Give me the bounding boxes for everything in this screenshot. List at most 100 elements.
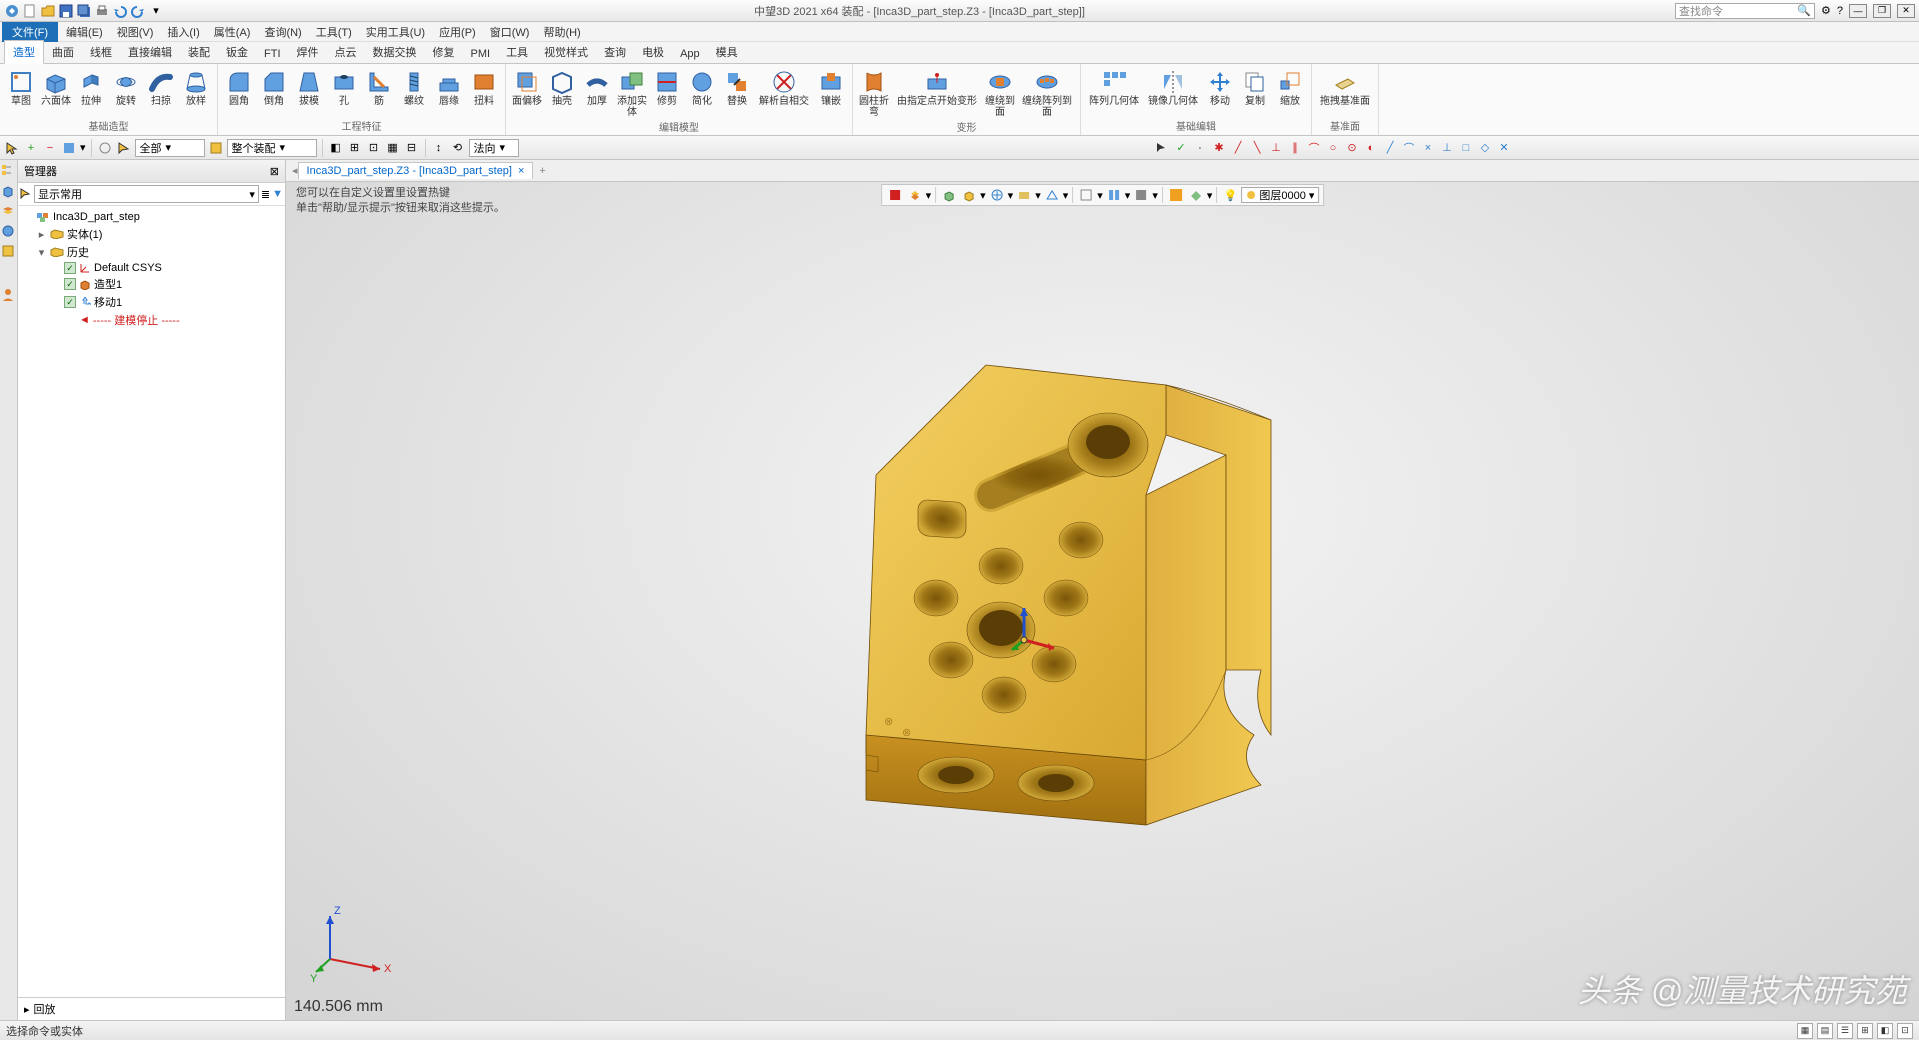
lc-part-icon[interactable]: [1, 184, 17, 200]
save-all-icon[interactable]: [76, 3, 92, 19]
tab-tools2[interactable]: 工具: [498, 41, 536, 63]
btn-inlay[interactable]: 镶嵌: [814, 66, 848, 118]
tab-repair[interactable]: 修复: [425, 41, 463, 63]
btn-draft[interactable]: 拔模: [292, 66, 326, 117]
mgr-cursor-icon[interactable]: [20, 188, 32, 200]
tab-shape[interactable]: 造型: [4, 40, 44, 64]
pick-i2[interactable]: ✓: [1173, 140, 1189, 156]
pick-i8[interactable]: ∥: [1287, 140, 1303, 156]
pick-i14[interactable]: ⌒: [1401, 140, 1417, 156]
menu-tools[interactable]: 工具(T): [310, 22, 358, 42]
add-icon[interactable]: +: [23, 140, 39, 156]
pick-i6[interactable]: ╲: [1249, 140, 1265, 156]
tb-i3[interactable]: ⊡: [366, 140, 382, 156]
vt-i10[interactable]: [1132, 186, 1150, 204]
tree-stop[interactable]: ◄----- 建模停止 -----: [22, 311, 281, 329]
tab-query2[interactable]: 查询: [596, 41, 634, 63]
vt-i2[interactable]: [906, 186, 924, 204]
menu-insert[interactable]: 插入(I): [161, 22, 205, 42]
vt-i9[interactable]: [1105, 186, 1123, 204]
btn-simplify[interactable]: 简化: [685, 66, 719, 118]
sb-i1[interactable]: ▦: [1797, 1023, 1813, 1039]
btn-trim[interactable]: 修剪: [650, 66, 684, 118]
sel-mode-icon[interactable]: [97, 140, 113, 156]
lc-visual-icon[interactable]: [1, 244, 17, 260]
layer-select[interactable]: 图层0000▾: [1241, 187, 1319, 203]
qat-dropdown-icon[interactable]: ▾: [148, 3, 164, 19]
asm-icon[interactable]: [208, 140, 224, 156]
btn-scale[interactable]: 缩放: [1273, 66, 1307, 117]
app-icon[interactable]: [4, 3, 20, 19]
sb-i6[interactable]: ⊡: [1897, 1023, 1913, 1039]
help-icon[interactable]: ?: [1837, 5, 1843, 17]
pick-i7[interactable]: ⊥: [1268, 140, 1284, 156]
tab-wireframe[interactable]: 线框: [82, 41, 120, 63]
pick-i19[interactable]: ✕: [1496, 140, 1512, 156]
menu-edit[interactable]: 编辑(E): [60, 22, 109, 42]
tb-i4[interactable]: ▦: [385, 140, 401, 156]
vt-bulb-icon[interactable]: 💡: [1221, 186, 1239, 204]
document-tab[interactable]: Inca3D_part_step.Z3 - [Inca3D_part_step]…: [298, 162, 534, 179]
btn-offset[interactable]: 面偏移: [510, 66, 544, 118]
pick-i4[interactable]: ✱: [1211, 140, 1227, 156]
btn-stock[interactable]: 扭料: [467, 66, 501, 117]
pick-i13[interactable]: ╱: [1382, 140, 1398, 156]
mgr-list-icon[interactable]: ≣: [261, 188, 270, 201]
vt-i4[interactable]: [960, 186, 978, 204]
maximize-button[interactable]: ❐: [1873, 4, 1891, 18]
manager-pin-icon[interactable]: ⊠: [270, 165, 279, 178]
vt-i8[interactable]: [1077, 186, 1095, 204]
tab-dataex[interactable]: 数据交换: [365, 41, 425, 63]
btn-fillet[interactable]: 圆角: [222, 66, 256, 117]
tb-i2[interactable]: ⊞: [347, 140, 363, 156]
save-icon[interactable]: [58, 3, 74, 19]
tb-i7[interactable]: ⟲: [450, 140, 466, 156]
tb-i5[interactable]: ⊟: [404, 140, 420, 156]
btn-copy[interactable]: 复制: [1238, 66, 1272, 117]
tab-assembly[interactable]: 装配: [180, 41, 218, 63]
dir-select[interactable]: 法向▾: [469, 139, 519, 157]
lc-tree-icon[interactable]: [1, 164, 17, 180]
filter-type-select[interactable]: 全部▾: [135, 139, 205, 157]
pick-i12[interactable]: ◐: [1363, 140, 1379, 156]
tab-add-icon[interactable]: +: [533, 165, 545, 177]
btn-chamfer[interactable]: 倒角: [257, 66, 291, 117]
tab-weld[interactable]: 焊件: [289, 41, 327, 63]
sb-i5[interactable]: ◧: [1877, 1023, 1893, 1039]
btn-wraparray[interactable]: 缠绕阵列到面: [1018, 66, 1076, 118]
tab-fti[interactable]: FTI: [256, 45, 289, 63]
btn-sweep[interactable]: 扫掠: [144, 66, 178, 117]
close-button[interactable]: ✕: [1897, 4, 1915, 18]
manager-footer[interactable]: ▸回放: [18, 997, 285, 1020]
minimize-button[interactable]: —: [1849, 4, 1867, 18]
btn-datum[interactable]: 拖拽基准面: [1316, 66, 1374, 117]
tab-electrode[interactable]: 电极: [634, 41, 672, 63]
tab-surface[interactable]: 曲面: [44, 41, 82, 63]
menu-query[interactable]: 查询(N): [258, 22, 307, 42]
btn-shell[interactable]: 抽壳: [545, 66, 579, 118]
sb-i4[interactable]: ⊞: [1857, 1023, 1873, 1039]
redo-icon[interactable]: [130, 3, 146, 19]
tab-directedit[interactable]: 直接编辑: [120, 41, 180, 63]
file-menu[interactable]: 文件(F): [2, 22, 58, 42]
btn-addbody[interactable]: 添加实体: [615, 66, 649, 118]
btn-replace[interactable]: 替换: [720, 66, 754, 118]
vt-i7[interactable]: [1043, 186, 1061, 204]
pick-i3[interactable]: ·: [1192, 140, 1208, 156]
tab-pointcloud[interactable]: 点云: [327, 41, 365, 63]
tab-mold[interactable]: 模具: [708, 41, 746, 63]
mgr-funnel-icon[interactable]: ▼: [272, 188, 283, 200]
tb-i1[interactable]: ◧: [328, 140, 344, 156]
menu-window[interactable]: 窗口(W): [484, 22, 536, 42]
sub-icon[interactable]: −: [42, 140, 58, 156]
sb-i2[interactable]: ▤: [1817, 1023, 1833, 1039]
btn-thread[interactable]: 螺纹: [397, 66, 431, 117]
btn-resolve[interactable]: 解析自相交: [755, 66, 813, 118]
vt-i6[interactable]: [1015, 186, 1033, 204]
vt-i11[interactable]: [1187, 186, 1205, 204]
tab-pmi[interactable]: PMI: [463, 45, 499, 63]
tab-visual[interactable]: 视觉样式: [536, 41, 596, 63]
scope-select[interactable]: 整个装配▾: [227, 139, 317, 157]
vt-i3[interactable]: [940, 186, 958, 204]
btn-box[interactable]: 六面体: [39, 66, 73, 117]
